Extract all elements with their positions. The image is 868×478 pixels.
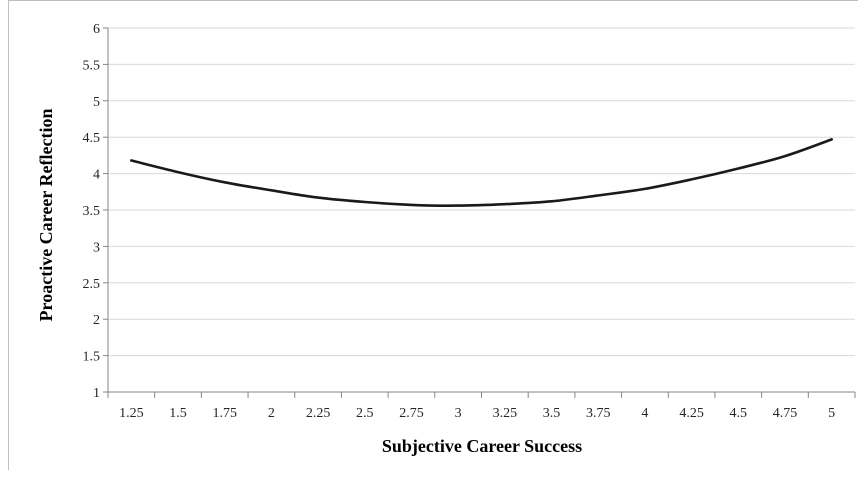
x-tick-label: 4.5 (730, 406, 748, 421)
x-tick-label: 3.5 (543, 406, 561, 421)
x-tick-label: 4 (641, 406, 648, 421)
x-tick-label: 1.75 (212, 406, 237, 421)
x-axis-title: Subjective Career Success (382, 436, 582, 456)
x-axis-ticks: 1.25 1.5 1.75 2 2.25 2.5 2.75 3 3.25 3.5 3.75 4 4.25… (107, 392, 856, 421)
y-tick-label: 1 (93, 386, 100, 401)
y-axis-title: Proactive Career Reflection (36, 109, 56, 322)
x-tick-label: 3.75 (586, 406, 611, 421)
chart-frame (8, 0, 858, 470)
x-tick-label: 3 (455, 406, 462, 421)
x-tick-label: 3.25 (493, 406, 518, 421)
x-tick-label: 1.5 (169, 406, 187, 421)
gridlines (108, 27, 855, 357)
x-tick-label: 2 (268, 406, 275, 421)
y-tick-label: 2.5 (83, 277, 101, 292)
y-tick-label: 2 (93, 313, 100, 328)
y-tick-label: 5 (93, 95, 100, 110)
series-group (130, 138, 833, 207)
x-tick-label: 4.75 (773, 406, 798, 421)
y-tick-label: 3.5 (83, 204, 101, 219)
series-line (130, 138, 833, 207)
x-tick-label: 2.25 (306, 406, 331, 421)
x-tick-label: 5 (828, 406, 835, 421)
x-tick-label: 2.75 (399, 406, 424, 421)
y-tick-label: 1.5 (83, 350, 101, 365)
y-tick-label: 4.5 (83, 131, 101, 146)
y-axis-ticks: 1 1.5 2 2.5 3 3.5 4 4.5 5 5.5 6 (83, 22, 108, 401)
x-tick-label: 4.25 (679, 406, 704, 421)
x-tick-label: 2.5 (356, 406, 374, 421)
x-tick-label: 1.25 (119, 406, 144, 421)
y-tick-label: 3 (93, 240, 100, 255)
y-tick-label: 4 (93, 168, 100, 183)
y-tick-label: 5.5 (83, 58, 101, 73)
y-tick-label: 6 (93, 22, 100, 37)
